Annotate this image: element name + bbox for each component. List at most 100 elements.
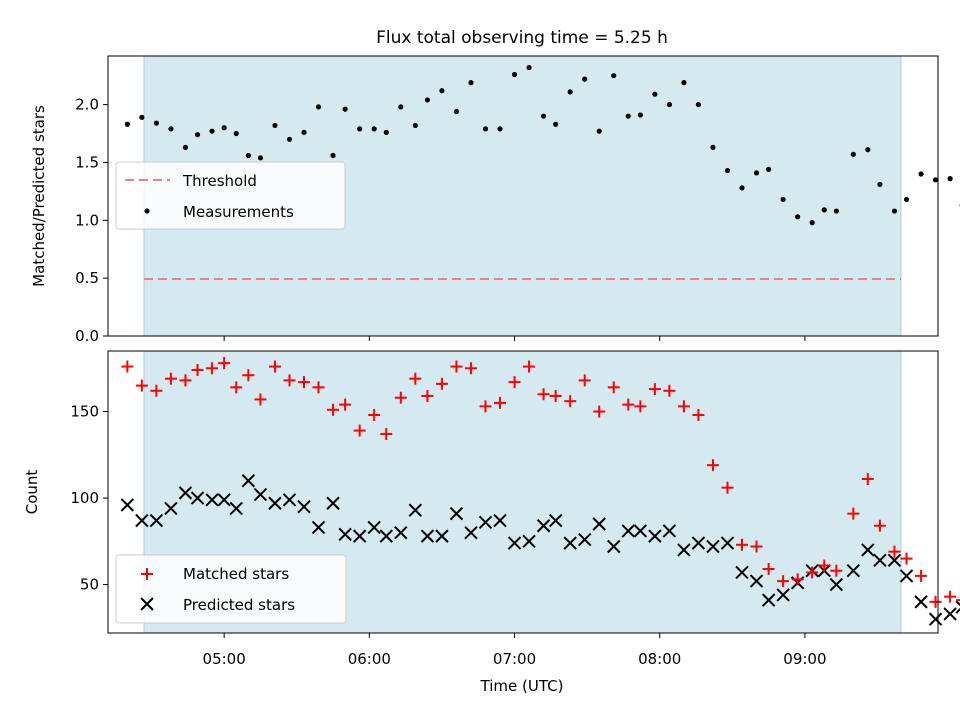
matched-point <box>888 545 901 558</box>
matched-point <box>847 507 860 520</box>
ratio-y-tick-label: 0.0 <box>75 327 99 345</box>
measurement-point <box>695 101 702 108</box>
measurement-point <box>511 71 518 78</box>
measurement-point <box>582 76 588 82</box>
measurement-point <box>526 64 532 71</box>
matched-point <box>663 384 676 397</box>
matched-point <box>150 384 163 397</box>
measurement-point <box>257 155 264 161</box>
measurement-point <box>315 104 322 110</box>
matched-legend-label: Matched stars <box>183 565 289 583</box>
measurement-point <box>809 220 815 226</box>
measurement-point <box>482 126 489 132</box>
measurement-point <box>553 121 559 127</box>
predicted-point <box>367 520 381 535</box>
measurement-point <box>637 112 643 118</box>
measurement-point <box>903 196 910 203</box>
matched-point <box>283 374 296 387</box>
matched-point <box>164 372 177 385</box>
matched-point <box>121 360 134 373</box>
measurement-point <box>947 176 953 182</box>
count-legend-box <box>115 554 347 624</box>
measurement-point <box>439 88 445 94</box>
measurement-point <box>272 122 278 129</box>
predicted-point <box>268 496 282 510</box>
matched-point <box>409 372 422 385</box>
threshold-legend-label: Threshold <box>182 172 257 190</box>
measurement-point <box>330 152 336 159</box>
predicted-point <box>217 493 231 507</box>
measurement-point <box>168 126 174 132</box>
matched-point <box>242 369 255 382</box>
matched-point <box>380 428 393 441</box>
measurement-point <box>182 144 189 151</box>
matched-point <box>230 381 243 394</box>
matched-point <box>464 362 477 375</box>
matched-point <box>750 540 763 553</box>
predicted-point <box>135 513 149 528</box>
measurement-point <box>625 113 631 119</box>
predicted-point <box>149 513 164 528</box>
predicted-point <box>435 529 449 543</box>
measurement-point <box>877 181 883 188</box>
predicted-point <box>408 503 423 517</box>
ratio-x-ticks <box>223 336 806 341</box>
predicted-point <box>536 519 551 533</box>
predicted-point <box>899 569 914 583</box>
matched-point <box>791 573 804 586</box>
x-tick-label: 05:00 <box>203 650 246 668</box>
predicted-point <box>205 493 219 507</box>
predicted-point <box>648 529 662 543</box>
x-tick-label: 07:00 <box>493 650 536 668</box>
predicted-legend-swatch <box>140 597 154 611</box>
predicted-point <box>241 474 256 488</box>
predicted-point <box>749 574 764 588</box>
matched-point <box>830 564 843 577</box>
predicted-point <box>677 543 691 557</box>
matched-point <box>421 389 434 402</box>
matched-point <box>435 377 448 390</box>
predicted-point <box>464 525 478 540</box>
matched-point <box>537 388 550 401</box>
ratio-y-label: Matched/Predicted stars <box>30 105 48 287</box>
predicted-point <box>352 529 367 543</box>
matched-point <box>206 362 219 375</box>
measurement-point <box>468 80 474 86</box>
measurement-point <box>666 101 672 108</box>
measurement-point <box>918 171 924 177</box>
predicted-point <box>633 524 648 538</box>
predicted-point <box>311 520 326 535</box>
matched-point <box>861 473 874 486</box>
matched-point <box>191 364 204 377</box>
matched-point <box>806 566 819 579</box>
matched-point <box>622 398 635 411</box>
matched-point <box>327 403 340 416</box>
ratio-y-tick-label: 1.5 <box>75 153 99 171</box>
measurement-point <box>153 120 159 126</box>
predicted-point <box>563 536 577 550</box>
matched-point <box>648 383 661 396</box>
predicted-point <box>338 527 352 542</box>
matched-point <box>929 595 942 608</box>
predicted-point <box>607 539 621 554</box>
matched-point <box>900 552 913 565</box>
predicted-point <box>776 588 790 602</box>
measurement-point <box>301 129 307 135</box>
measurement-point <box>371 126 377 132</box>
measurement-point <box>383 129 389 135</box>
predicted-point <box>178 486 193 500</box>
measurement-point <box>932 177 939 183</box>
measurement-point <box>766 166 772 172</box>
x-tick-label: 06:00 <box>348 650 391 668</box>
matched-point <box>721 481 734 494</box>
predicted-point <box>955 600 960 614</box>
matched-point <box>873 519 886 532</box>
ratio-y-tick-label: 0.5 <box>75 269 99 287</box>
matched-point <box>762 562 775 575</box>
measurement-point <box>611 73 617 79</box>
measurement-point <box>850 151 856 157</box>
matched-point <box>706 459 719 472</box>
predicted-point <box>522 534 536 549</box>
predicted-point <box>829 577 844 592</box>
measurement-point <box>209 128 215 134</box>
